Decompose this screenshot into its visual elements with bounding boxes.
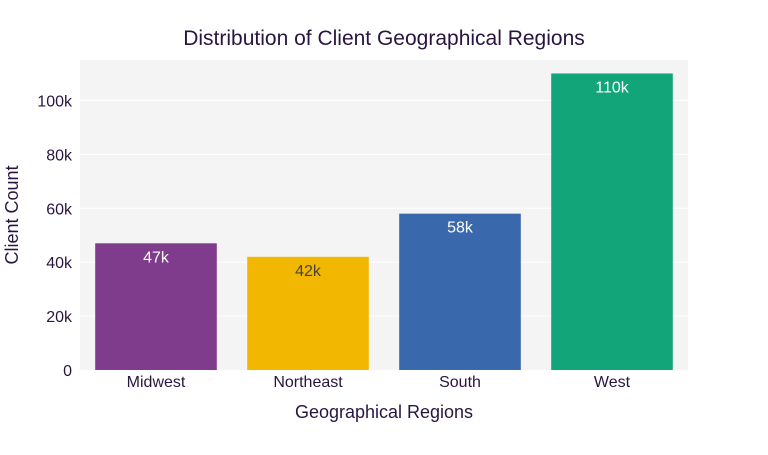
y-tick-label: 60k	[46, 201, 73, 218]
data-label: 58k	[447, 220, 474, 237]
x-axis-title: Geographical Regions	[295, 402, 473, 422]
y-tick-label: 20k	[46, 309, 73, 326]
y-axis-title: Client Count	[2, 165, 22, 264]
x-tick-label: South	[439, 374, 481, 391]
bar-west	[551, 73, 673, 370]
data-label: 47k	[143, 249, 170, 266]
x-tick-label: West	[594, 374, 631, 391]
y-tick-label: 80k	[46, 147, 73, 164]
x-tick-label: Northeast	[273, 374, 343, 391]
y-tick-label: 0	[63, 363, 72, 380]
x-tick-label: Midwest	[127, 374, 186, 391]
y-axis-ticks: 0 20k 40k 60k 80k 100k	[37, 93, 73, 380]
bar-northeast	[247, 256, 369, 370]
bars	[95, 73, 673, 370]
bar-midwest	[95, 243, 217, 370]
bar-south	[399, 213, 521, 370]
y-tick-label: 40k	[46, 255, 73, 272]
data-labels: 47k 42k 58k 110k	[143, 79, 630, 279]
y-tick-label: 100k	[37, 93, 73, 110]
x-axis-ticks: Midwest Northeast South West	[127, 374, 631, 391]
data-label: 110k	[595, 79, 630, 96]
chart-title: Distribution of Client Geographical Regi…	[183, 27, 585, 50]
data-label: 42k	[295, 263, 322, 280]
